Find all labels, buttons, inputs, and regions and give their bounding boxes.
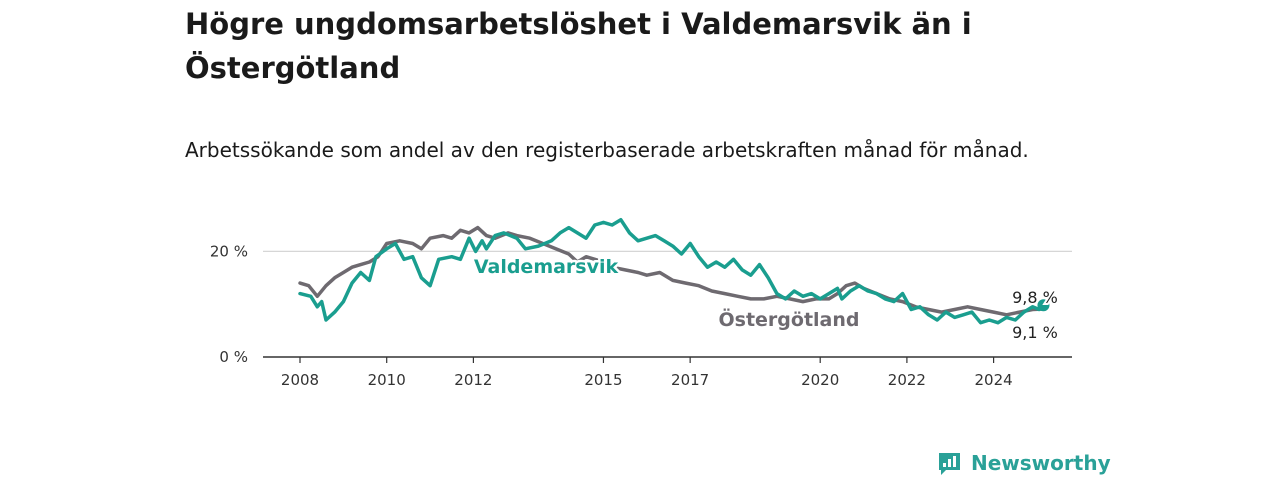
x-tick-label: 2010: [368, 371, 406, 389]
series-label-valdemarsvik: Valdemarsvik: [474, 256, 619, 278]
end-label-valdemarsvik: 9,8 %: [1012, 288, 1058, 307]
valdemarsvik-end-point: [1037, 299, 1050, 312]
series-label-ostergotland: Östergötland: [719, 307, 860, 331]
x-tick-label: 2020: [801, 371, 839, 389]
series-line-valdemarsvik: [298, 217, 1046, 325]
newsworthy-brand[interactable]: Newsworthy: [937, 448, 1111, 478]
x-tick-label: 2022: [888, 371, 926, 389]
newsworthy-logo-icon: [939, 452, 960, 475]
x-tick-label: 2024: [975, 371, 1013, 389]
end-label-ostergotland: 9,1 %: [1012, 323, 1058, 342]
series-line-ostergotland: [298, 225, 1046, 317]
brand-name: Newsworthy: [971, 451, 1111, 475]
series-lines: [298, 217, 1050, 325]
y-tick-label: 20 %: [210, 242, 248, 260]
chart-title: Högre ungdomsarbetslöshet i Valdemarsvik…: [185, 7, 972, 85]
x-tick-label: 2012: [454, 371, 492, 389]
x-tick-label: 2008: [281, 371, 319, 389]
series-labels: Valdemarsvik Östergötland 9,8 % 9,1 %: [471, 254, 1060, 345]
x-axis: 2008 2010 2012 2015 2017 2020 2022 2024: [263, 356, 1072, 389]
y-tick-label: 0 %: [219, 348, 248, 366]
x-tick-label: 2017: [671, 371, 709, 389]
x-tick-label: 2015: [584, 371, 622, 389]
chart-subtitle: Arbetssökande som andel av den registerb…: [185, 138, 1029, 162]
